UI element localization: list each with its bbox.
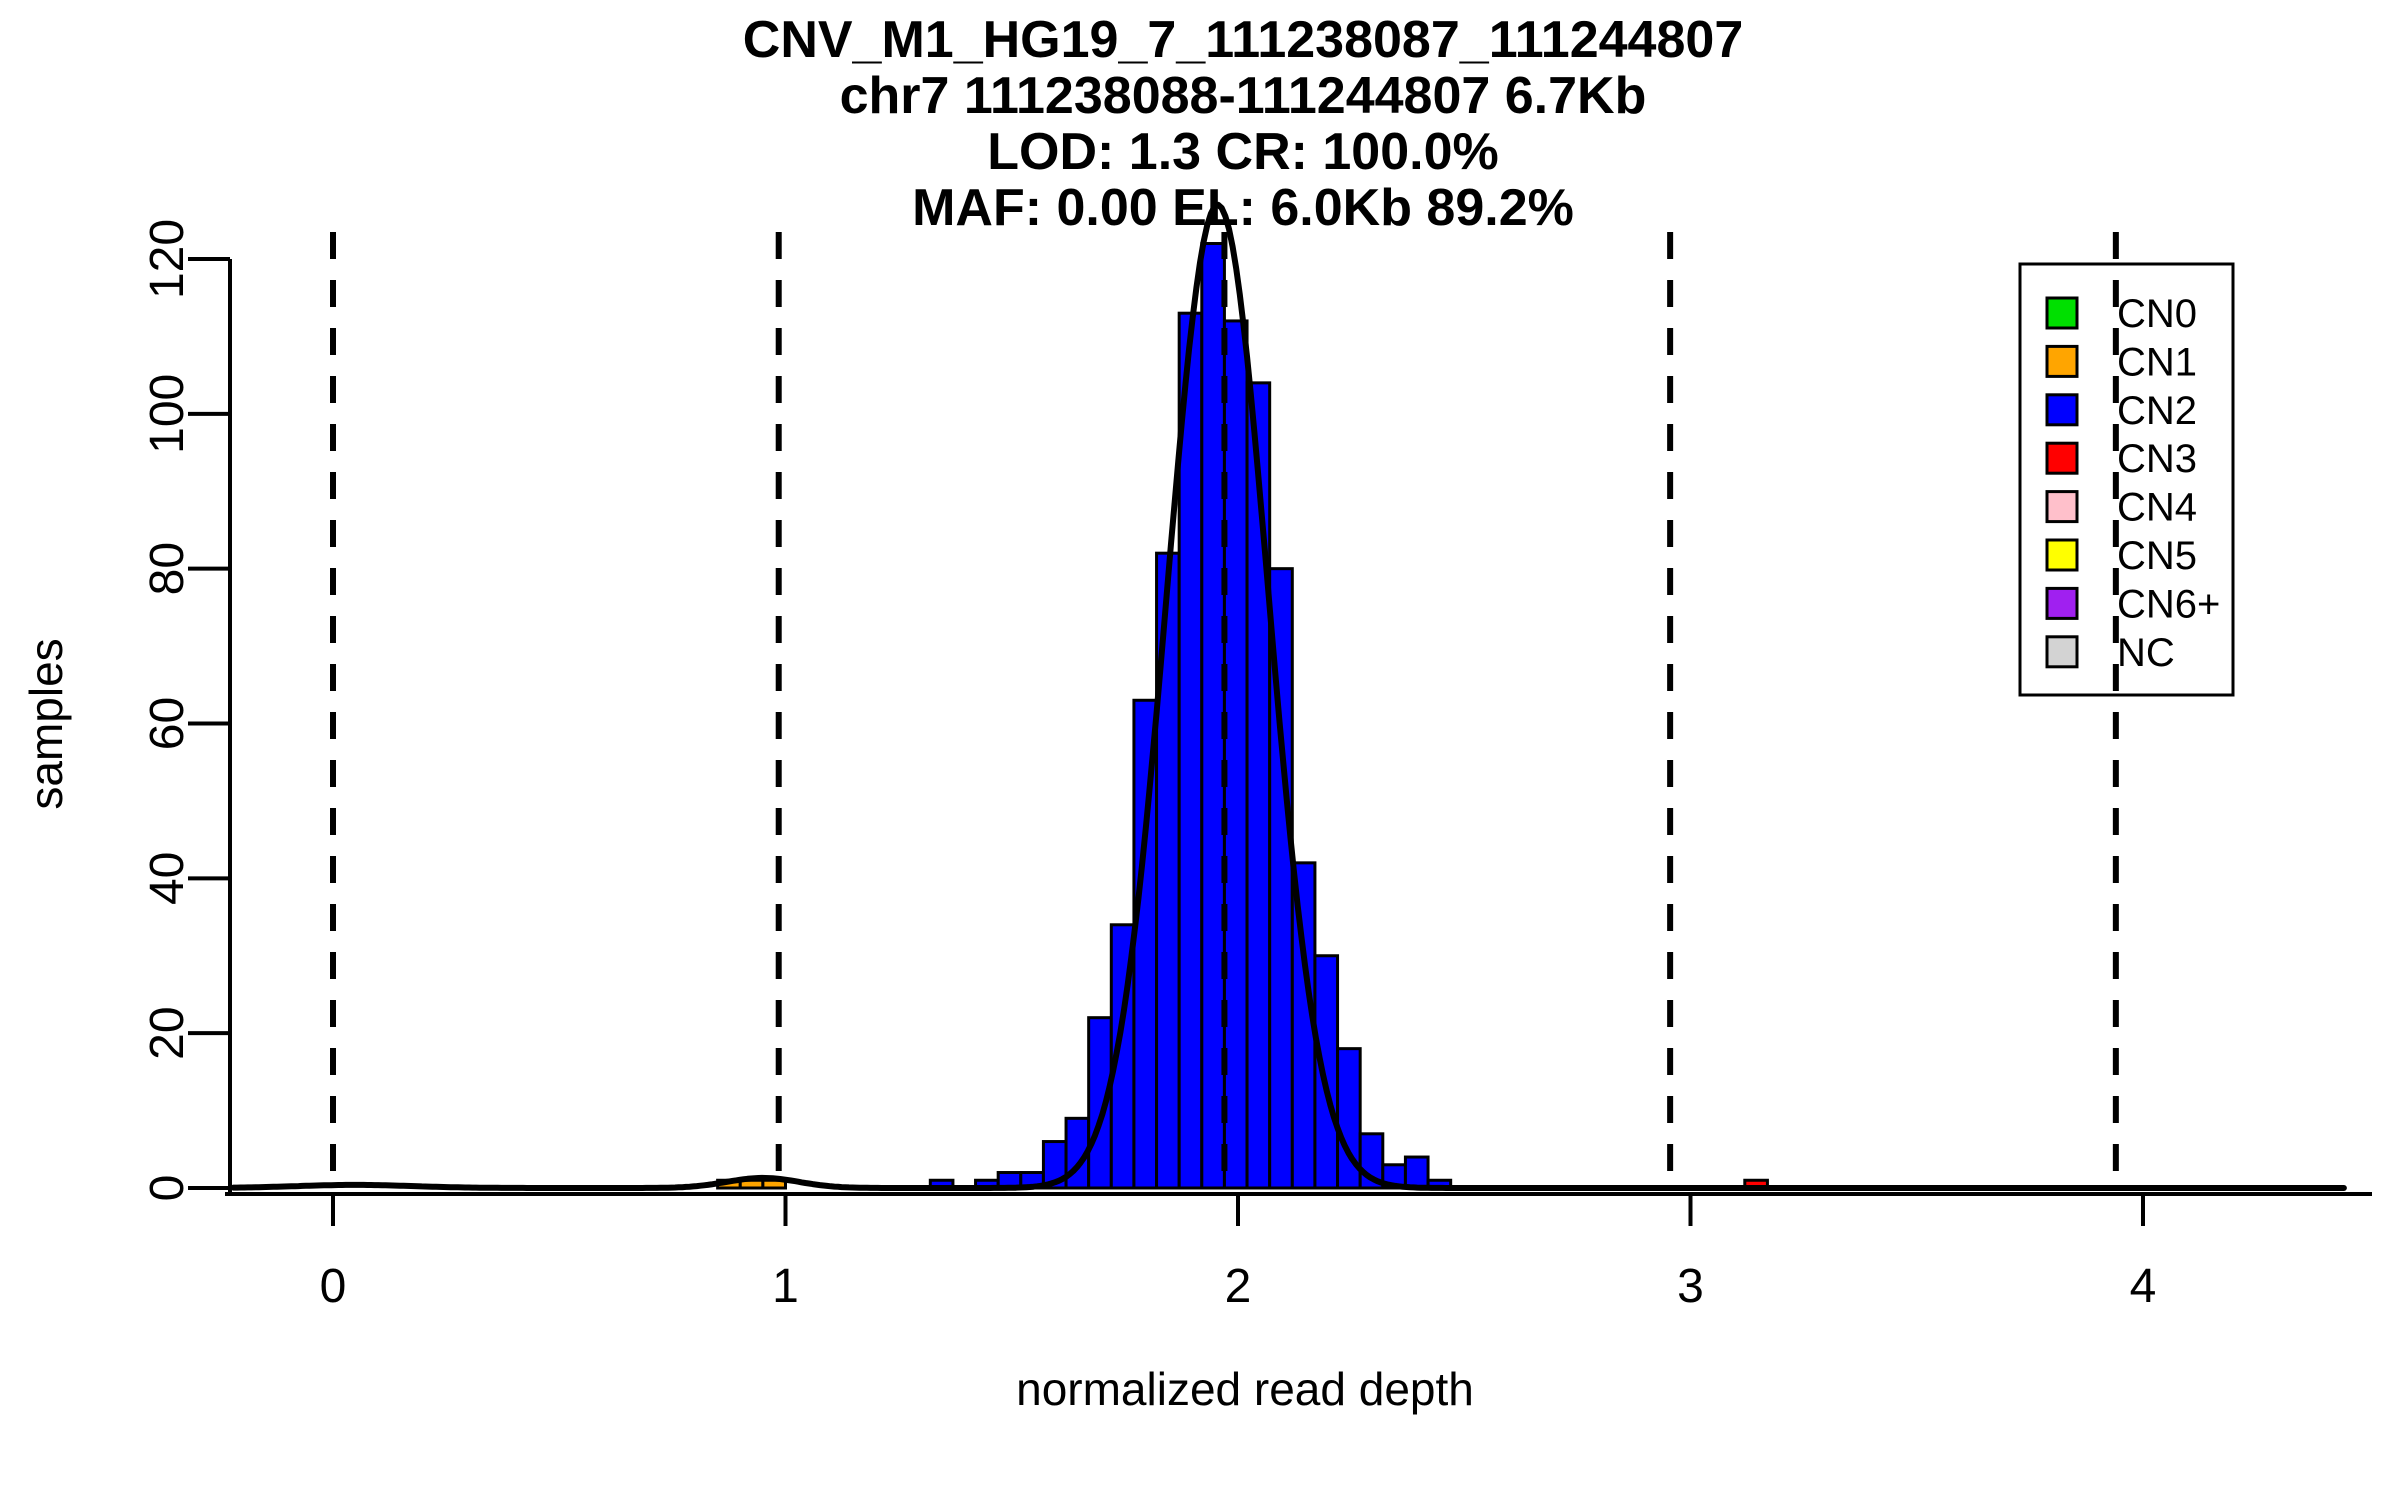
y-tick-label: 20 [141,1006,194,1059]
copy-number-guideline-layer [330,232,2119,1194]
x-tick-label: 1 [772,1260,799,1313]
x-tick-label: 3 [1677,1260,1704,1313]
legend-label-cn2: CN2 [2117,389,2197,433]
y-tick-label: 60 [141,697,194,750]
plot-title-line-2: chr7 111238088-111244807 6.7Kb [840,67,1647,125]
plot-title-line-3: LOD: 1.3 CR: 100.0% [987,123,1499,181]
plot-title-line-4: MAF: 0.00 EL: 6.0Kb 89.2% [912,179,1574,237]
density-curve [230,201,2347,1191]
legend-swatch-cn6 [2045,586,2079,620]
legend-swatch-nc [2045,635,2079,669]
legend-label-cn5: CN5 [2117,534,2197,578]
y-axis-title: samples [20,638,72,809]
legend-label-cn4: CN4 [2117,486,2197,530]
legend-box [2018,262,2235,697]
legend-label-nc: NC [2117,631,2175,675]
legend-swatch-cn4 [2045,490,2079,524]
histogram-bar-cn2 [1313,954,1340,1190]
plot-title-line-1: CNV_M1_HG19_7_111238087_111244807 [743,11,1743,69]
histogram-bar-cn2 [1222,319,1249,1190]
legend-swatch-cn0 [2045,296,2079,330]
histogram-bar-cn2 [1403,1155,1430,1190]
y-tick-label: 0 [141,1175,194,1202]
histogram-bar-cn2 [1200,242,1226,1190]
legend-label-cn6: CN6+ [2117,582,2220,626]
histogram-bars-layer [716,242,1769,1190]
x-tick-label: 0 [320,1260,347,1313]
y-tick-label: 100 [141,374,194,454]
x-tick-label: 2 [1225,1260,1252,1313]
x-tick-label: 4 [2130,1260,2157,1313]
x-axis-title: normalized read depth [1016,1363,1474,1415]
legend-swatch-cn1 [2045,344,2079,378]
density-curve-layer [230,201,2347,1191]
legend-swatch-cn2 [2045,393,2079,427]
y-tick-label: 40 [141,852,194,905]
histogram-bar-cn2 [1336,1047,1362,1190]
legend-label-cn0: CN0 [2117,292,2197,336]
legend-label-cn3: CN3 [2117,437,2197,481]
legend-label-cn1: CN1 [2117,340,2197,384]
y-tick-label: 120 [141,219,194,299]
y-tick-label: 80 [141,542,194,595]
legend-swatch-cn3 [2045,441,2079,475]
legend-swatch-cn5 [2045,538,2079,572]
